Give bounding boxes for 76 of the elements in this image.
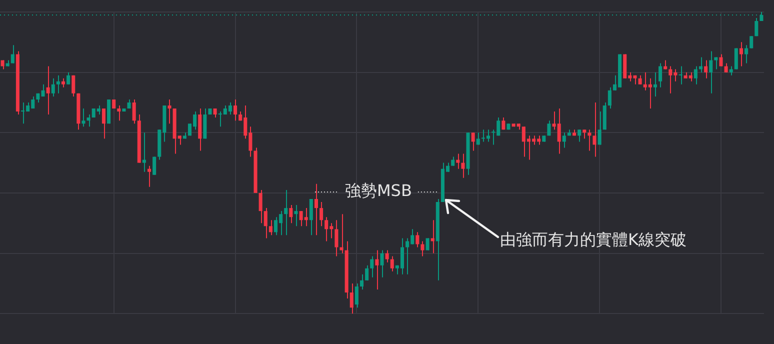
candlestick <box>694 66 698 85</box>
candlestick <box>152 156 156 176</box>
candlestick <box>416 232 420 248</box>
candlestick <box>750 36 754 49</box>
candlestick <box>370 256 374 278</box>
candlestick <box>82 108 86 128</box>
annotation: 由強而有力的實體K線突破 <box>500 230 686 251</box>
candlestick <box>456 153 460 170</box>
candlestick <box>426 238 430 251</box>
candlestick <box>502 117 506 130</box>
candlestick <box>264 208 268 239</box>
candlestick <box>451 156 455 166</box>
candlestick <box>592 102 596 158</box>
annotation: 強勢MSB <box>345 181 412 200</box>
candlestick <box>638 74 642 85</box>
candlestick <box>608 86 612 110</box>
candlestick <box>739 42 744 67</box>
candlestick <box>66 72 70 85</box>
candlestick <box>360 274 364 290</box>
candlestick <box>294 204 298 227</box>
candlestick <box>132 98 136 124</box>
candlestick <box>420 240 424 257</box>
candlestick <box>340 214 344 254</box>
candlestick <box>704 60 708 79</box>
candlestick <box>754 18 758 37</box>
candlestick <box>562 132 566 148</box>
candlestick <box>320 202 324 227</box>
candlestick <box>10 44 14 64</box>
candlestick <box>142 132 146 172</box>
candlestick <box>729 66 733 76</box>
candlestick <box>430 220 434 254</box>
candlestick <box>658 62 662 88</box>
candlestick <box>72 74 76 97</box>
candlestick <box>147 165 152 188</box>
candlestick <box>56 74 60 94</box>
candlestick <box>234 98 238 122</box>
candlestick <box>51 78 55 97</box>
candlestick <box>390 256 394 272</box>
candlestick <box>588 129 592 152</box>
candlestick <box>709 50 713 94</box>
candlestick <box>350 282 354 314</box>
candlestick <box>86 114 90 128</box>
candlestick <box>471 132 475 152</box>
candlestick <box>719 54 723 67</box>
candlestick <box>461 153 465 178</box>
candlestick <box>117 104 121 122</box>
candlestick <box>375 250 379 290</box>
candlestick <box>664 60 668 70</box>
candlestick <box>678 66 682 85</box>
candlestick <box>168 98 172 124</box>
candlestick <box>734 48 738 70</box>
candlestick <box>744 44 748 64</box>
candlestick <box>714 56 718 70</box>
candlestick <box>582 129 586 140</box>
candlestick <box>380 250 384 278</box>
candlestick <box>268 220 272 236</box>
candlestick <box>547 120 551 136</box>
candlestick <box>578 129 582 142</box>
candlestick <box>213 108 217 118</box>
candlestick <box>309 198 313 236</box>
candlestick <box>46 66 50 116</box>
candlestick <box>289 204 293 224</box>
candlestick <box>653 72 657 97</box>
candlestick <box>385 250 389 263</box>
candlestick <box>698 56 703 73</box>
candlestick <box>61 78 66 88</box>
candlestick <box>724 62 728 73</box>
candlestick <box>598 111 602 146</box>
candlestick <box>354 282 358 308</box>
candlestick <box>258 189 262 224</box>
candlestick <box>284 189 288 236</box>
candlestick <box>314 183 318 236</box>
candlestick <box>102 108 106 140</box>
candlestick <box>334 220 338 257</box>
candlestick <box>476 132 480 146</box>
candlestick <box>365 264 369 281</box>
